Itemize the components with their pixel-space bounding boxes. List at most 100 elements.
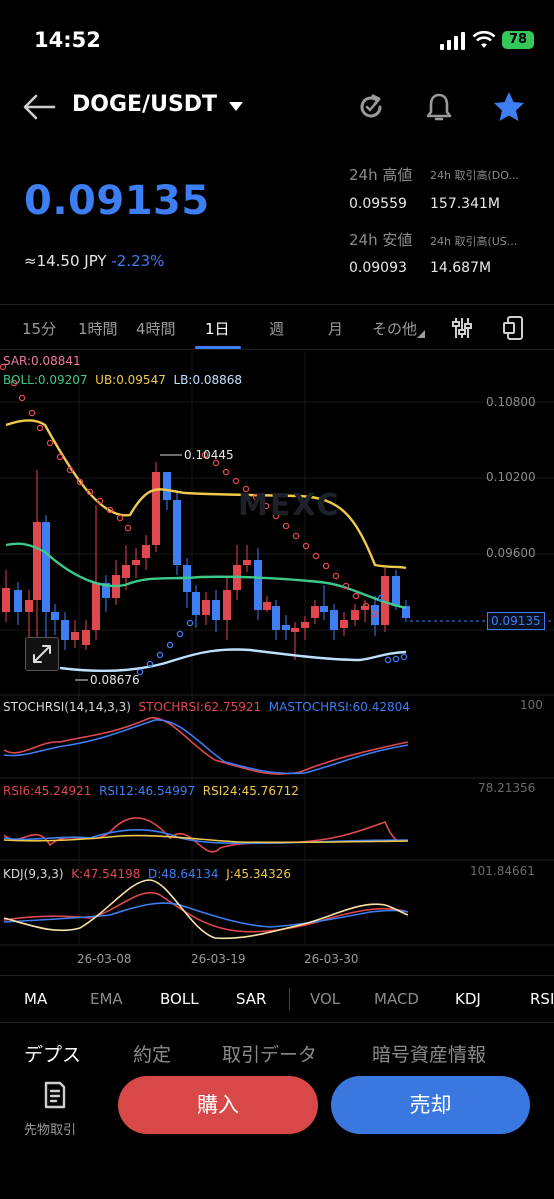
candle-body — [351, 610, 359, 620]
sar-dot — [46, 439, 54, 447]
candle-body — [163, 472, 171, 500]
candle-body — [291, 628, 299, 632]
tab-more[interactable]: その他 — [372, 320, 418, 338]
sar-dot — [86, 488, 94, 496]
buy-button[interactable]: 購入 — [118, 1076, 318, 1134]
sar-dot — [400, 653, 408, 661]
indicator-ma[interactable]: MA — [24, 990, 48, 1008]
price-axis-label: 0.10200 — [486, 470, 536, 484]
chart-expand-button[interactable] — [25, 637, 59, 671]
indicator-macd[interactable]: MACD — [374, 990, 419, 1008]
tab-trades[interactable]: 約定 — [133, 1044, 172, 1066]
candle-body — [25, 600, 33, 612]
kdj-d-line — [3, 902, 409, 928]
candle-body — [402, 606, 410, 618]
rsi6-line — [3, 817, 409, 853]
price-axis-label: 0.09600 — [486, 546, 536, 560]
tab-15m[interactable]: 15分 — [22, 320, 57, 338]
candle-body — [212, 600, 220, 620]
futures-label[interactable]: 先物取引 — [24, 1123, 77, 1138]
tab-month[interactable]: 月 — [328, 320, 344, 338]
sar-dot — [292, 532, 300, 540]
tab-trade-data[interactable]: 取引データ — [222, 1044, 318, 1066]
indicator-sar[interactable]: SAR — [236, 990, 267, 1008]
tab-week[interactable]: 週 — [269, 320, 285, 338]
sar-dot — [136, 668, 144, 676]
candle-body — [263, 602, 271, 610]
candle-body — [330, 610, 338, 630]
volume-coin-label: 24h 取引高(DO... — [430, 169, 519, 182]
sar-dot — [166, 641, 174, 649]
indicator-settings-icon[interactable] — [450, 316, 474, 340]
sar-dot — [370, 610, 378, 618]
candle-body — [14, 590, 22, 612]
sar-dot — [116, 514, 124, 522]
futures-icon[interactable] — [42, 1081, 68, 1109]
fullscreen-icon[interactable] — [502, 315, 526, 341]
battery-indicator: 78 — [502, 31, 534, 49]
indicator-kdj[interactable]: KDJ — [455, 990, 481, 1008]
high-24h-value: 0.09559 — [349, 196, 407, 212]
volume-usdt-value: 14.687M — [430, 260, 492, 276]
kdj-title: KDJ(9,3,3) — [3, 867, 64, 881]
tab-asset-info[interactable]: 暗号資産情報 — [372, 1044, 487, 1066]
boll-value: BOLL:0.09207 — [3, 373, 88, 387]
expand-icon — [33, 645, 51, 663]
sar-dot — [10, 379, 18, 387]
pair-title[interactable]: DOGE/USDT — [72, 92, 218, 117]
mastochrsi-value: MASTOCHRSI:60.42804 — [268, 700, 410, 714]
refresh-icon[interactable] — [356, 92, 386, 122]
wifi-icon — [472, 31, 496, 48]
divider — [0, 349, 554, 350]
candle-body — [254, 560, 262, 610]
sar-dot — [66, 466, 74, 474]
candle-body — [301, 622, 309, 628]
back-arrow-icon[interactable] — [22, 93, 56, 121]
last-price: 0.09135 — [24, 178, 210, 224]
stochrsi-title: STOCHRSI(14,14,3,3) — [3, 700, 131, 714]
indicator-ema[interactable]: EMA — [90, 990, 123, 1008]
candle-body — [202, 600, 210, 615]
boll-lower-line — [59, 648, 407, 673]
rsi12-value: RSI12:46.54997 — [99, 784, 196, 798]
candle-body — [61, 620, 69, 640]
indicator-vol[interactable]: VOL — [310, 990, 341, 1008]
candle-body — [223, 590, 231, 620]
sell-button[interactable]: 売却 — [331, 1076, 530, 1134]
sar-dot — [96, 497, 104, 505]
divider — [0, 975, 554, 976]
lb-value: LB:0.08868 — [173, 373, 243, 387]
favorite-star-icon[interactable] — [492, 90, 526, 124]
sar-dot — [0, 363, 7, 371]
volume-coin-value: 157.341M — [430, 196, 500, 212]
candle-body — [51, 612, 59, 620]
sar-dot — [56, 453, 64, 461]
sar-dot — [384, 656, 392, 664]
indicator-rsi[interactable]: RSI — [530, 990, 554, 1008]
tab-1d[interactable]: 1日 — [205, 320, 230, 338]
mastochrsi-line — [3, 719, 409, 775]
tab-depth[interactable]: デプス — [24, 1044, 82, 1066]
pair-dropdown-icon[interactable] — [228, 100, 244, 112]
rsi6-value: RSI6:45.24921 — [3, 784, 92, 798]
rsi24-value: RSI24:45.76712 — [202, 784, 299, 798]
ub-value: UB:0.09547 — [95, 373, 166, 387]
bell-icon[interactable] — [424, 91, 454, 123]
indicator-boll[interactable]: BOLL — [160, 990, 199, 1008]
tab-1h[interactable]: 1時間 — [78, 320, 118, 338]
candle-body — [92, 583, 100, 630]
low-24h-value: 0.09093 — [349, 260, 407, 276]
kline-chart[interactable] — [0, 350, 554, 975]
sar-dot — [272, 512, 280, 520]
tab-4h[interactable]: 4時間 — [136, 320, 176, 338]
boll-mid-line — [5, 542, 407, 610]
candle-body — [371, 605, 379, 625]
sar-dot — [146, 660, 154, 668]
sar-dot — [106, 506, 114, 514]
candle-body — [173, 500, 181, 565]
sar-dot — [362, 602, 370, 610]
sar-dot — [377, 594, 385, 602]
sar-dot — [232, 477, 240, 485]
rsi-legend: RSI6:45.24921 RSI12:46.54997 RSI24:45.76… — [3, 784, 299, 798]
price-jpy: ≈14.50 JPY — [24, 252, 107, 270]
